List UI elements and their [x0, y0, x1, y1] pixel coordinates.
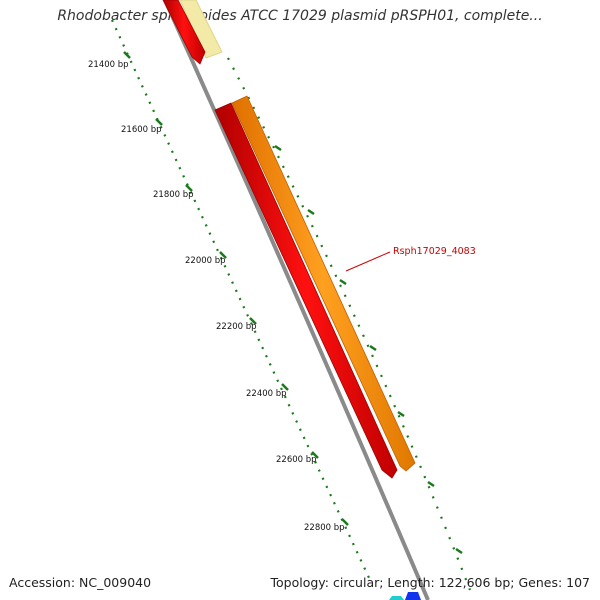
ruler-label: 21800 bp [153, 190, 194, 200]
summary-text: Topology: circular; Length: 122,606 bp; … [270, 575, 591, 590]
ruler-label: 21400 bp [88, 60, 129, 70]
outer-dots [227, 57, 472, 591]
gene-label[interactable]: Rsph17029_4083 [393, 246, 476, 257]
gene-orange-rsph17029-4083[interactable] [231, 95, 416, 472]
gene-red-main[interactable] [214, 102, 398, 479]
gene-blue-bottom[interactable] [405, 592, 421, 600]
bottom-features[interactable] [389, 592, 421, 600]
gene-red-top[interactable] [162, 0, 206, 65]
ruler-label: 22000 bp [185, 256, 226, 266]
gene-label-leader [345, 251, 391, 272]
ruler-label: 22200 bp [216, 322, 257, 332]
backbone-line [163, 0, 430, 600]
ruler-label: 22600 bp [276, 455, 317, 465]
ruler-label: 22800 bp [304, 523, 345, 533]
ruler-label: 22400 bp [246, 389, 287, 399]
ruler-label: 21600 bp [121, 125, 162, 135]
gene-cyan-bottom[interactable] [389, 596, 404, 600]
ruler-ticks [123, 51, 463, 555]
accession-text: Accession: NC_009040 [9, 575, 152, 590]
